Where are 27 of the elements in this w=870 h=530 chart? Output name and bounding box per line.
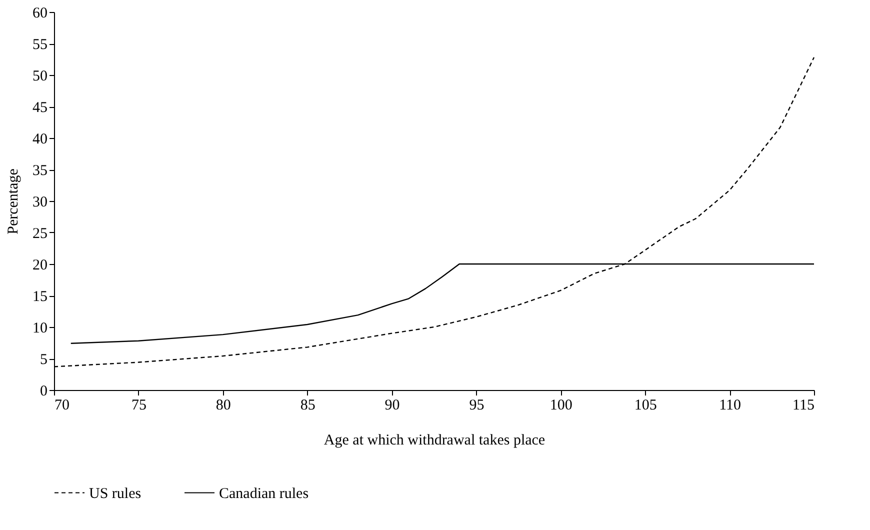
x-tick-label: 70 — [54, 398, 70, 414]
y-tick-label: 15 — [32, 289, 48, 305]
x-tick-label: 80 — [216, 398, 231, 414]
x-tick-label: 110 — [719, 398, 742, 414]
y-tick-label: 30 — [32, 194, 48, 210]
legend-label: Canadian rules — [219, 486, 309, 502]
y-axis-title: Percentage — [6, 168, 22, 234]
legend-label: US rules — [89, 486, 142, 502]
y-tick-label: 55 — [32, 37, 48, 53]
y-tick-label: 20 — [32, 258, 48, 274]
x-tick-label: 85 — [300, 398, 316, 414]
x-tick-label: 100 — [550, 398, 572, 414]
y-tick-label: 5 — [40, 352, 48, 368]
x-tick-label: 90 — [384, 398, 400, 414]
x-tick-label: 75 — [131, 398, 146, 414]
x-tick-label: 105 — [634, 398, 657, 414]
y-tick-label: 35 — [32, 163, 48, 179]
x-axis-title: Age at which withdrawal takes place — [324, 432, 546, 448]
y-tick-label: 10 — [32, 320, 48, 336]
y-tick-label: 40 — [32, 132, 48, 148]
y-tick-label: 0 — [40, 384, 48, 400]
y-tick-label: 45 — [32, 100, 48, 116]
x-tick-label: 115 — [792, 398, 814, 414]
y-tick-label: 60 — [32, 6, 48, 22]
y-tick-label: 50 — [32, 68, 48, 84]
x-tick-label: 95 — [469, 398, 484, 414]
y-tick-label: 25 — [32, 226, 48, 242]
